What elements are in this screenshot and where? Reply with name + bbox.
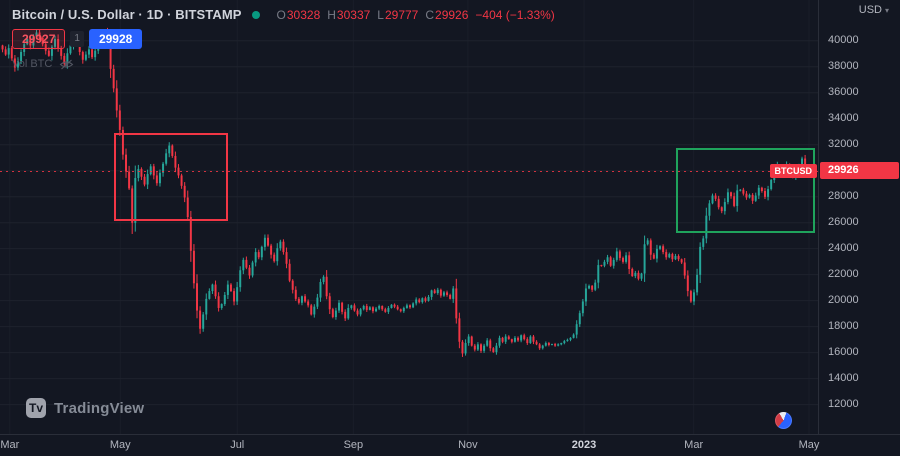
price-tick-label: 32000 <box>828 138 859 151</box>
buy-price-button[interactable]: 29928 <box>88 29 143 49</box>
sell-price-button[interactable]: 29927 <box>12 29 66 49</box>
circular-badge-icon[interactable] <box>775 412 792 429</box>
high-label: H <box>327 7 336 22</box>
price-tick-label: 20000 <box>828 294 859 307</box>
current-price-tag: 29926 <box>820 162 899 180</box>
time-tick-label: Sep <box>343 439 364 451</box>
time-tick-label: May <box>798 439 820 451</box>
change-value: −404 (−1.33%) <box>475 7 555 22</box>
volume-label: Vol BTC <box>12 58 53 70</box>
time-tick-label: 2023 <box>571 439 597 451</box>
time-axis[interactable]: Mar May Jul Sep Nov 2023 Mar May <box>0 434 900 456</box>
price-tick-label: 14000 <box>828 372 859 385</box>
price-tick-label: 24000 <box>828 242 859 255</box>
volume-indicator-row: Vol BTC <box>12 58 555 70</box>
hide-indicator-eye-icon[interactable] <box>59 59 74 70</box>
symbol-title[interactable]: Bitcoin / U.S. Dollar · 1D · BITSTAMP <box>12 7 242 22</box>
price-tick-label: 12000 <box>828 398 859 411</box>
chevron-down-icon: ▾ <box>884 5 889 15</box>
time-tick-label: Mar <box>0 439 20 451</box>
open-value: 30328 <box>286 7 321 22</box>
low-label: L <box>377 7 384 22</box>
price-tick-label: 34000 <box>828 112 859 125</box>
red-highlight-box[interactable] <box>114 132 229 221</box>
price-tick-label: 22000 <box>828 268 859 281</box>
tradingview-logo-icon: Tv <box>26 398 46 418</box>
price-tick-label: 40000 <box>828 34 859 47</box>
open-label: O <box>276 7 286 22</box>
currency-unit-label: USD <box>858 4 882 16</box>
buy-sell-row: 29927 1 29928 <box>12 29 555 49</box>
close-value: 29926 <box>435 7 469 22</box>
low-value: 29777 <box>384 7 419 22</box>
price-tick-label: 16000 <box>828 346 859 359</box>
ohlc-values: O 30328 H 30337 L 29777 C 29926 −404 (−1.33%… <box>270 8 555 22</box>
current-price-line <box>0 171 818 173</box>
candlestick-chart[interactable] <box>0 0 818 434</box>
price-tick-label: 28000 <box>828 190 859 203</box>
currency-unit-selector[interactable]: USD ▾ <box>859 4 889 16</box>
symbol-price-tag: BTCUSD <box>769 164 817 179</box>
close-label: C <box>425 7 435 22</box>
spread-value: 1 <box>70 31 84 47</box>
price-axis[interactable]: USD ▾ 4000038000360003400032000300002800… <box>818 0 900 434</box>
tradingview-watermark-text: TradingView <box>54 399 145 417</box>
market-status-dot <box>251 10 260 19</box>
time-tick-label: Mar <box>684 439 704 451</box>
price-tick-label: 38000 <box>828 60 859 73</box>
time-tick-label: Nov <box>458 439 478 451</box>
price-tick-label: 18000 <box>828 320 859 333</box>
price-tick-label: 26000 <box>828 216 859 229</box>
chart-pane[interactable]: BTCUSD Bitcoin / U.S. Dollar · 1D · BITS… <box>0 0 818 434</box>
green-highlight-box[interactable] <box>676 148 815 233</box>
time-tick-label: Jul <box>230 439 245 451</box>
time-tick-label: May <box>109 439 131 451</box>
high-value: 30337 <box>336 7 371 22</box>
tradingview-watermark[interactable]: Tv TradingView <box>26 398 144 418</box>
price-tick-label: 36000 <box>828 86 859 99</box>
